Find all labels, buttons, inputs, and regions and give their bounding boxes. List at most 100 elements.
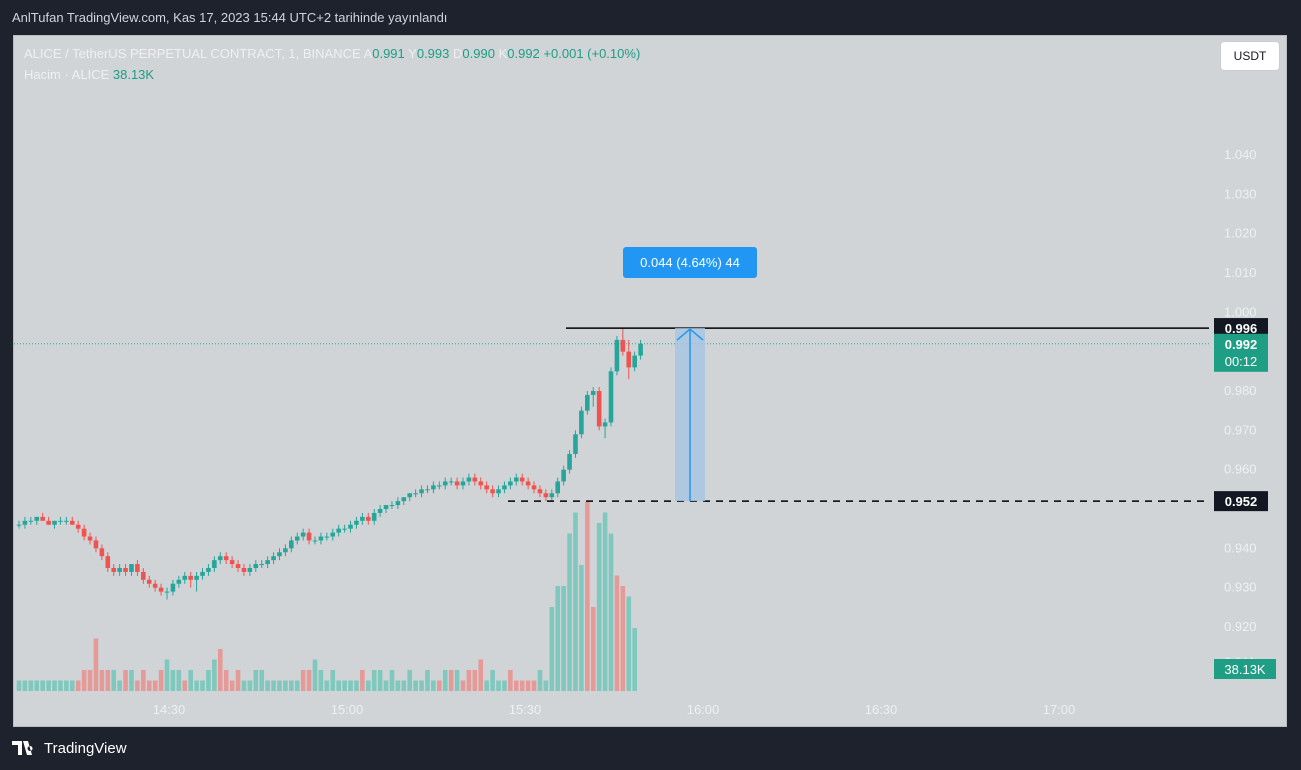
volume-bar (437, 680, 442, 691)
candle-body (549, 493, 555, 498)
x-tick-label: 16:00 (687, 702, 720, 717)
candle-body (561, 469, 566, 482)
volume-bar (519, 680, 525, 691)
volume-bar (632, 628, 637, 691)
volume-bar (360, 670, 365, 691)
ohlc-legend: ALICE / TetherUS PERPETUAL CONTRACT, 1, … (24, 46, 640, 61)
measure-label-bg (623, 247, 757, 278)
measure-arrowhead (676, 328, 704, 341)
candle-body (75, 524, 81, 529)
volume-bar (371, 670, 377, 691)
y-tick-label: 0.980 (1224, 383, 1257, 398)
volume-bar (289, 680, 294, 691)
candle-body (206, 568, 211, 572)
candle-body (484, 485, 489, 490)
candle-body (200, 571, 205, 576)
volume-bar (206, 670, 211, 691)
candle-body (111, 568, 117, 572)
close-value: 0.992 (507, 46, 540, 61)
volume-bar (158, 670, 164, 691)
volume-bar (46, 680, 51, 691)
candle-body (472, 477, 478, 482)
candle-body (383, 505, 389, 509)
candle-body (401, 497, 407, 502)
currency-button[interactable]: USDT (1220, 41, 1280, 71)
footer-brand[interactable]: TradingView (12, 738, 127, 758)
volume-bar (111, 670, 117, 691)
volume-bar (466, 670, 472, 691)
volume-bar (105, 670, 111, 691)
candle-body (324, 536, 330, 538)
candle-body (265, 560, 270, 565)
volume-bar (336, 680, 341, 691)
candle-body (531, 485, 537, 490)
volume-bar (472, 670, 478, 691)
candle-body (105, 556, 111, 568)
volume-bar (389, 670, 395, 691)
volume-bar (306, 670, 312, 691)
open-label: A (363, 46, 373, 61)
candle-body (413, 493, 418, 495)
price-chart[interactable]: 1.040 1.030 1.020 1.010 1.000 0.980 0.970 0.960… (14, 36, 1287, 727)
candle-body (22, 520, 28, 525)
close-label: K (498, 46, 508, 61)
volume-bar (324, 680, 330, 691)
candle-body (212, 560, 217, 568)
volume-bar (342, 680, 347, 691)
volume-axis-bg (1214, 659, 1276, 679)
volume-bar (425, 670, 430, 691)
volume-bar (496, 680, 501, 691)
candle-body (40, 516, 45, 521)
candle-body (146, 579, 152, 584)
volume-bar (52, 680, 57, 691)
volume-bar (247, 680, 253, 691)
y-tick-label: 0.970 (1224, 422, 1257, 437)
candle-body (620, 339, 626, 352)
x-tick-label: 15:00 (331, 702, 364, 717)
volume-bar (484, 680, 489, 691)
volume-bar (454, 670, 460, 691)
volume-label[interactable]: Hacim · ALICE (24, 67, 110, 82)
y-tick-label: 1.020 (1224, 226, 1257, 241)
volume-bar (283, 680, 288, 691)
candle-body (596, 391, 602, 427)
volume-bar (383, 680, 389, 691)
volume-bar (312, 659, 318, 691)
candle-body (170, 583, 176, 592)
y-tick-label: 1.000 (1224, 304, 1257, 319)
volume-bar (188, 670, 193, 691)
chart-panel[interactable]: 1.040 1.030 1.020 1.010 1.000 0.980 0.970 0.960… (13, 35, 1287, 727)
candle-body (34, 516, 40, 521)
volume-bar (64, 680, 69, 691)
volume-bar (217, 649, 223, 691)
candle-body (235, 564, 241, 568)
high-value: 0.993 (416, 46, 450, 61)
volume-bar (490, 670, 495, 691)
candle-body (58, 520, 63, 522)
y-tick-label: 1.030 (1224, 186, 1257, 201)
volume-bar (241, 680, 247, 691)
volume-bar (502, 680, 507, 691)
volume-bar (81, 670, 87, 691)
candle-body (490, 489, 495, 494)
candle-body (519, 477, 525, 482)
volume-bar (419, 680, 424, 691)
y-tick-label: 0.930 (1224, 580, 1257, 595)
y-tick-label: 1.040 (1224, 147, 1257, 162)
candle-body (271, 556, 276, 561)
y-tick-label: 0.960 (1224, 462, 1257, 477)
volume-bar (508, 670, 513, 691)
volume-bar (620, 586, 626, 691)
candle-body (502, 485, 507, 490)
volume-bar (265, 680, 270, 691)
volume-bar (401, 680, 407, 691)
symbol-label[interactable]: ALICE / TetherUS PERPETUAL CONTRACT, 1, … (24, 46, 361, 61)
candle-body (69, 520, 75, 525)
candle-body (217, 556, 223, 561)
volume-axis-label: 38.13K (1224, 662, 1266, 677)
volume-bar (87, 670, 93, 691)
volume-bar (585, 502, 590, 691)
candle-body (348, 524, 353, 529)
x-tick-label: 16:30 (865, 702, 898, 717)
candle-body (117, 568, 122, 572)
